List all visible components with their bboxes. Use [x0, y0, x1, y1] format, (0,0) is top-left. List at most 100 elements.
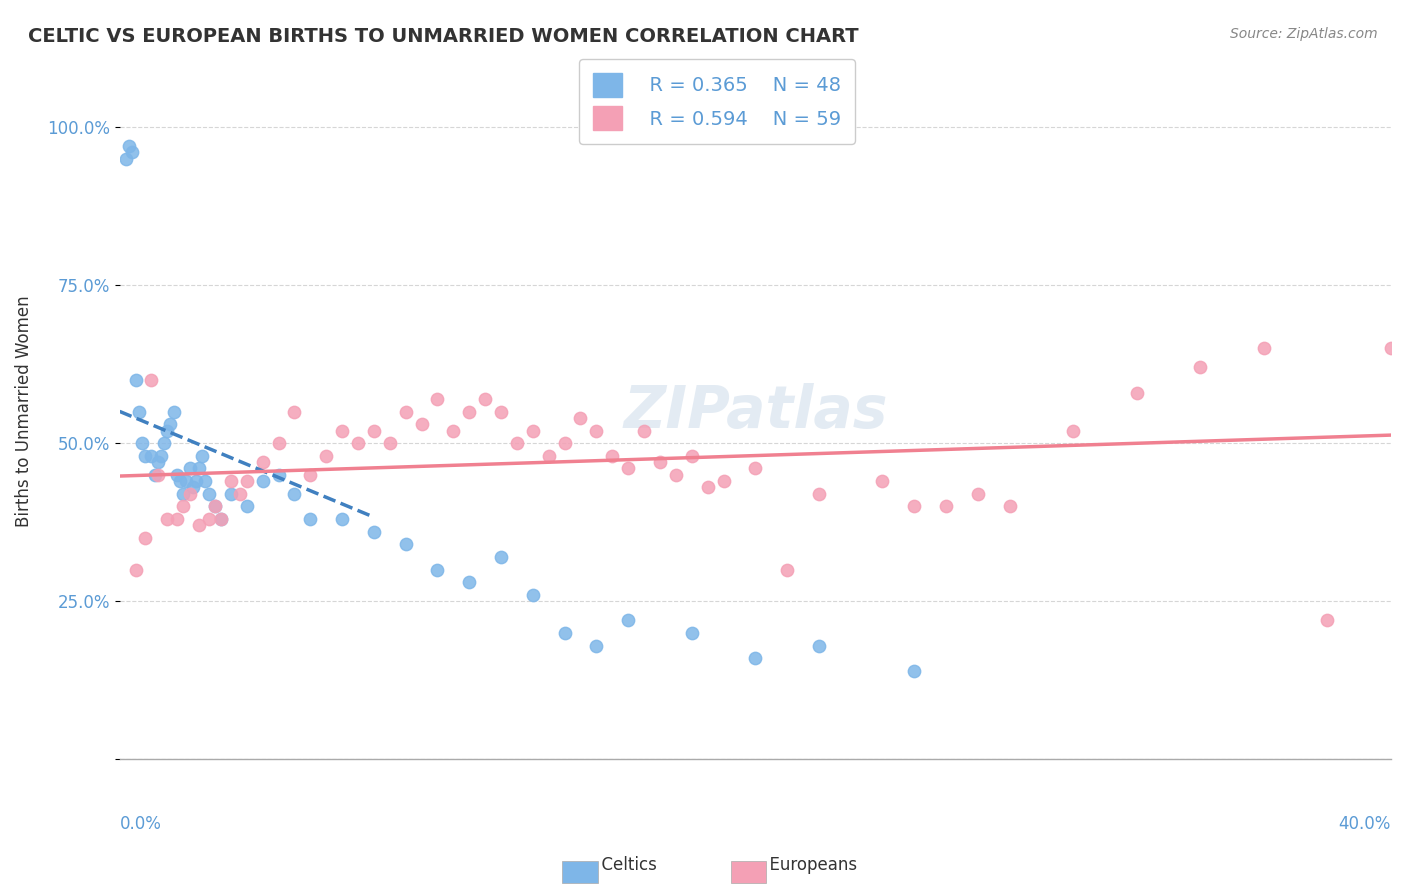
Point	[159, 417, 181, 432]
Point	[872, 474, 894, 488]
Point	[554, 626, 576, 640]
Point	[998, 500, 1021, 514]
Point	[179, 487, 201, 501]
Point	[299, 467, 322, 482]
Point	[128, 404, 150, 418]
Point	[283, 487, 305, 501]
Point	[267, 467, 290, 482]
Point	[118, 139, 141, 153]
Point	[204, 500, 226, 514]
Point	[146, 467, 169, 482]
Point	[134, 531, 156, 545]
Point	[235, 474, 257, 488]
Point	[166, 512, 188, 526]
Point	[522, 588, 544, 602]
Point	[585, 639, 607, 653]
Point	[966, 487, 988, 501]
Point	[156, 424, 179, 438]
Point	[188, 518, 211, 533]
Y-axis label: Births to Unmarried Women: Births to Unmarried Women	[15, 296, 32, 527]
Point	[489, 404, 512, 418]
Point	[149, 449, 172, 463]
Point	[204, 500, 226, 514]
Point	[395, 537, 418, 551]
Point	[681, 626, 703, 640]
Point	[153, 436, 176, 450]
Point	[124, 373, 146, 387]
Point	[330, 512, 353, 526]
Text: 0.0%: 0.0%	[120, 815, 162, 833]
Point	[194, 474, 217, 488]
Point	[506, 436, 529, 450]
Point	[569, 410, 592, 425]
Point	[197, 487, 219, 501]
Point	[197, 512, 219, 526]
Point	[299, 512, 322, 526]
Point	[166, 467, 188, 482]
Point	[522, 424, 544, 438]
Point	[219, 474, 242, 488]
Point	[1125, 385, 1147, 400]
Point	[744, 461, 766, 475]
Point	[141, 373, 163, 387]
Point	[713, 474, 735, 488]
Point	[426, 392, 449, 406]
Point	[131, 436, 153, 450]
Point	[252, 474, 274, 488]
Point	[411, 417, 433, 432]
Point	[176, 474, 198, 488]
Point	[121, 145, 143, 160]
Point	[776, 563, 799, 577]
Point	[617, 613, 640, 627]
Point	[807, 639, 830, 653]
Point	[315, 449, 337, 463]
Point	[115, 152, 138, 166]
Point	[1379, 341, 1402, 355]
Point	[458, 575, 481, 590]
Point	[665, 467, 688, 482]
Point	[172, 487, 194, 501]
Point	[474, 392, 496, 406]
Point	[172, 500, 194, 514]
Legend:   R = 0.365    N = 48,   R = 0.594    N = 59: R = 0.365 N = 48, R = 0.594 N = 59	[579, 60, 855, 144]
Point	[146, 455, 169, 469]
Text: Source: ZipAtlas.com: Source: ZipAtlas.com	[1230, 27, 1378, 41]
Point	[209, 512, 232, 526]
Point	[267, 436, 290, 450]
Point	[209, 512, 232, 526]
Point	[1189, 360, 1212, 375]
Text: 40.0%: 40.0%	[1339, 815, 1391, 833]
Point	[219, 487, 242, 501]
Point	[188, 461, 211, 475]
Point	[903, 500, 925, 514]
Point	[458, 404, 481, 418]
Point	[378, 436, 401, 450]
Point	[134, 449, 156, 463]
Point	[229, 487, 252, 501]
Point	[395, 404, 418, 418]
Point	[744, 651, 766, 665]
Point	[163, 404, 186, 418]
Point	[807, 487, 830, 501]
Point	[143, 467, 166, 482]
Point	[169, 474, 191, 488]
Point	[696, 480, 718, 494]
Point	[633, 424, 655, 438]
Point	[1253, 341, 1275, 355]
Point	[681, 449, 703, 463]
Point	[347, 436, 370, 450]
Point	[191, 449, 214, 463]
Point	[235, 500, 257, 514]
Text: Celtics: Celtics	[591, 856, 657, 874]
Point	[156, 512, 179, 526]
Point	[600, 449, 623, 463]
Point	[330, 424, 353, 438]
Point	[252, 455, 274, 469]
Point	[554, 436, 576, 450]
Point	[585, 424, 607, 438]
Point	[141, 449, 163, 463]
Point	[935, 500, 957, 514]
Text: CELTIC VS EUROPEAN BIRTHS TO UNMARRIED WOMEN CORRELATION CHART: CELTIC VS EUROPEAN BIRTHS TO UNMARRIED W…	[28, 27, 859, 45]
Text: ZIPatlas: ZIPatlas	[623, 383, 887, 440]
Point	[617, 461, 640, 475]
